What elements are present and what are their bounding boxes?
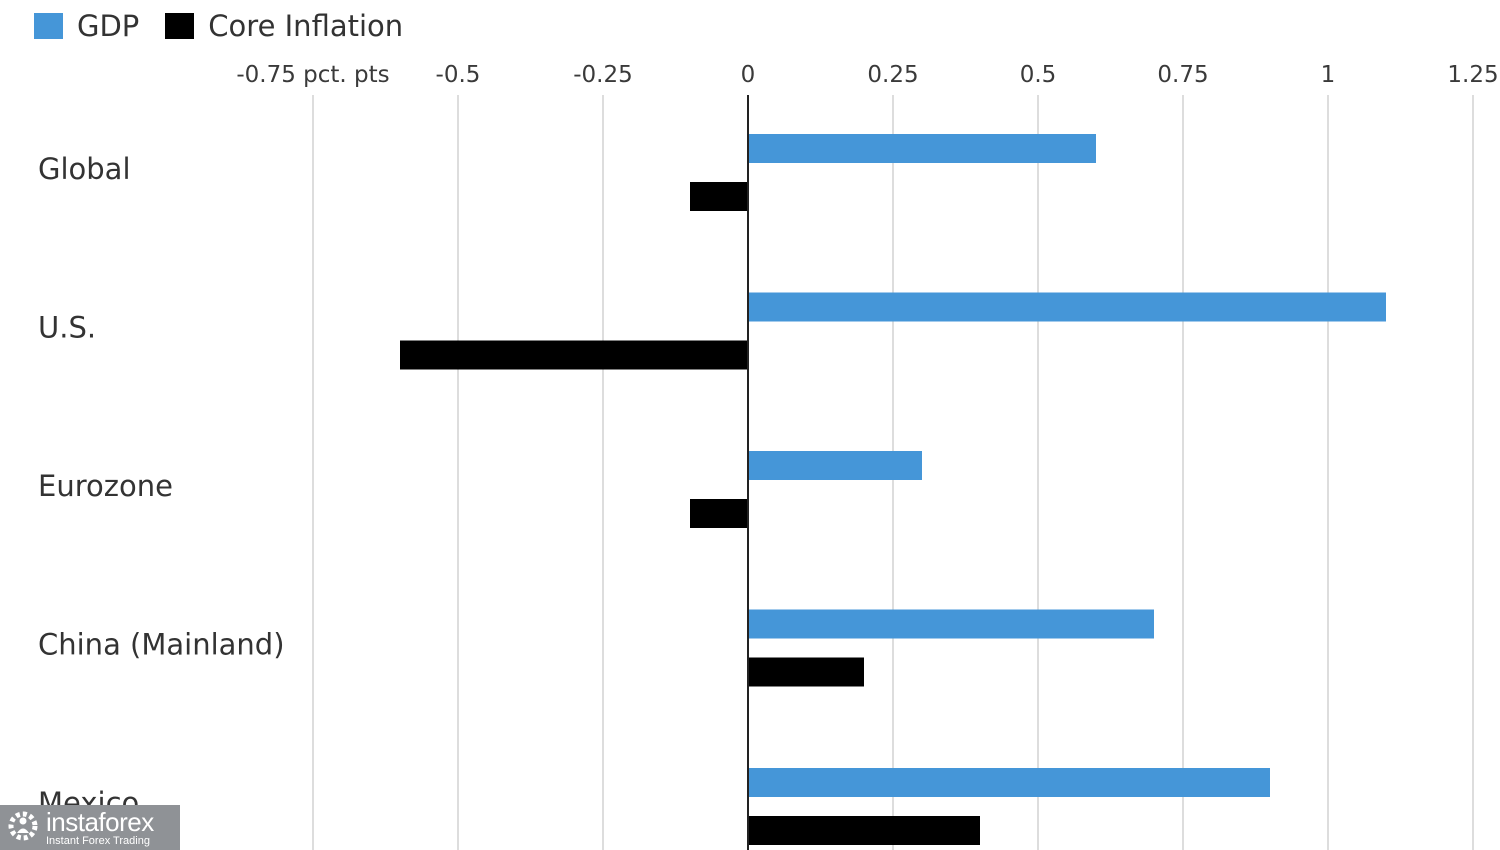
bars [400, 134, 1386, 845]
gridlines [312, 95, 1474, 850]
gdp-bar [748, 768, 1270, 797]
x-tick-label: 1.25 [1447, 62, 1498, 88]
x-tick-label: 0 [741, 62, 756, 88]
category-label: U.S. [38, 311, 96, 345]
core-inflation-bar [748, 816, 980, 845]
core-inflation-bar [400, 340, 748, 370]
gdp-bar [748, 134, 1096, 163]
gdp-bar [748, 451, 922, 480]
gdp-bar [748, 292, 1386, 322]
legend-swatch-gdp [34, 13, 63, 39]
x-tick-label: -0.75 pct. pts [236, 62, 389, 88]
legend: GDP Core Inflation [34, 6, 429, 46]
legend-item-core-inflation: Core Inflation [165, 9, 403, 43]
watermark-logo: instaforex Instant Forex Trading [0, 805, 180, 850]
legend-label-core-inflation: Core Inflation [208, 9, 404, 43]
legend-swatch-core-inflation [165, 13, 195, 39]
category-label: Eurozone [38, 469, 173, 503]
x-tick-label: 0.75 [1157, 62, 1208, 88]
x-tick-label: 0.5 [1020, 62, 1057, 88]
x-axis-ticks: -0.75 pct. pts -0.5 -0.25 0 0.25 0.5 0.75 1 1.25 [236, 62, 1498, 88]
x-tick-label: 1 [1321, 62, 1336, 88]
x-tick-label: -0.25 [573, 62, 633, 88]
gear-person-icon [6, 809, 40, 847]
x-tick-label: -0.5 [436, 62, 481, 88]
watermark-brand: instaforex [46, 806, 154, 837]
x-tick-label: 0.25 [867, 62, 918, 88]
watermark-tagline: Instant Forex Trading [46, 834, 150, 847]
gdp-bar [748, 609, 1154, 639]
legend-label-gdp: GDP [77, 9, 140, 43]
core-inflation-bar [690, 499, 748, 528]
category-label: Global [38, 152, 131, 186]
core-inflation-bar [690, 182, 748, 211]
core-inflation-bar [748, 657, 864, 687]
legend-item-gdp: GDP [34, 9, 139, 43]
category-label: China (Mainland) [38, 628, 285, 662]
